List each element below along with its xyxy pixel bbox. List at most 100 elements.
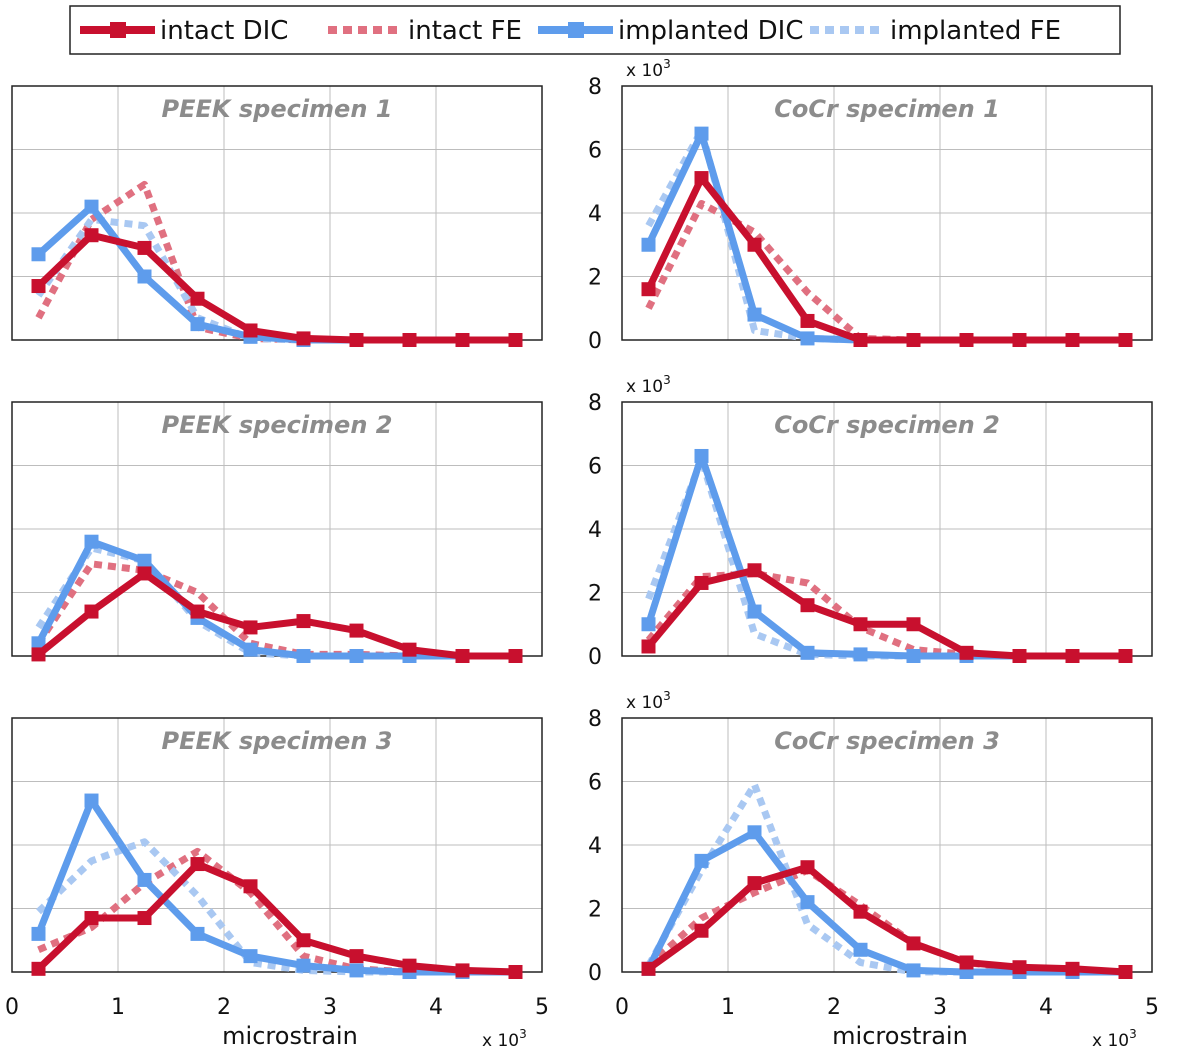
point-intact-dic (296, 614, 311, 629)
x-tick-label: 5 (1145, 995, 1159, 1020)
series-line-intact-fe (645, 200, 1126, 344)
point-intact-dic (694, 923, 709, 938)
point-implanted-dic (31, 636, 46, 651)
x-tick-label: 1 (111, 995, 125, 1020)
series-line-implanted-dic (36, 203, 516, 344)
point-intact-dic (31, 647, 46, 662)
x-tick-label: 0 (615, 995, 629, 1020)
y-tick-label: 0 (588, 329, 602, 354)
point-intact-dic (800, 860, 815, 875)
point-intact-dic (402, 642, 417, 657)
series-line-implanted-fe (645, 127, 1126, 344)
y-multiplier: x 103 (626, 57, 671, 81)
point-intact-dic (296, 933, 311, 948)
series-line-intact-fe (645, 570, 1126, 660)
panel-peek-specimen-3: PEEK specimen 3 0 1 2 3 4 5 (5, 717, 549, 1020)
point-intact-dic (800, 313, 815, 328)
y-tick-label: 8 (588, 75, 602, 100)
point-intact-dic (641, 639, 656, 654)
point-implanted-dic (694, 853, 709, 868)
series-line-implanted-dic (645, 130, 1126, 344)
y-multiplier: x 103 (626, 373, 671, 397)
x-multiplier-left: x 103 (482, 1027, 527, 1051)
point-intact-dic (190, 291, 205, 306)
point-intact-dic (1012, 960, 1027, 975)
legend-entry-intact-fe: intact FE (328, 16, 522, 46)
series-line-implanted-dic (645, 828, 1126, 976)
point-implanted-dic (190, 317, 205, 332)
y-tick-label: 8 (588, 391, 602, 416)
point-implanted-dic (906, 963, 921, 978)
point-intact-dic (906, 333, 921, 347)
point-intact-dic (402, 333, 417, 347)
point-intact-dic (694, 575, 709, 590)
point-intact-dic (455, 963, 470, 978)
y-tick-label: 0 (588, 961, 602, 986)
y-tick-label: 2 (588, 898, 602, 923)
point-intact-dic (906, 936, 921, 951)
panel-title: CoCr specimen 1 (774, 95, 1000, 123)
series-line-intact-dic (645, 174, 1126, 344)
point-intact-dic (31, 961, 46, 976)
legend: intact DIC intact FE implanted DIC implante… (69, 5, 1121, 55)
x-tick-label: 4 (429, 995, 443, 1020)
legend-marker-implanted-dic (568, 22, 584, 38)
y-tick-label: 8 (588, 707, 602, 732)
point-implanted-dic (137, 269, 152, 284)
x-tick-label: 0 (5, 995, 19, 1020)
point-intact-dic (349, 623, 364, 638)
point-implanted-dic (694, 126, 709, 141)
y-tick-label: 6 (588, 139, 602, 164)
point-intact-dic (349, 949, 364, 964)
legend-label-implanted-fe: implanted FE (890, 16, 1061, 46)
point-intact-dic (747, 876, 762, 891)
x-axis-label-left: microstrain (222, 1022, 358, 1050)
panel-cocr-specimen-2: CoCr specimen 2 0 2 4 6 8 x 103 (588, 373, 1153, 670)
point-intact-dic (694, 171, 709, 186)
legend-entry-intact-dic: intact DIC (80, 16, 288, 46)
point-implanted-dic (84, 534, 99, 549)
y-tick-label: 4 (588, 202, 602, 227)
point-implanted-dic (747, 825, 762, 840)
point-implanted-dic (31, 926, 46, 941)
legend-label-intact-fe: intact FE (408, 16, 522, 46)
point-implanted-dic (747, 307, 762, 322)
series-line-intact-fe (35, 180, 516, 344)
point-intact-dic (1065, 961, 1080, 976)
point-intact-dic (508, 965, 523, 979)
series-line-intact-dic (646, 863, 1126, 976)
point-implanted-dic (243, 949, 258, 964)
point-intact-dic (853, 333, 868, 347)
point-implanted-dic (906, 649, 921, 663)
x-tick-label: 2 (827, 995, 841, 1020)
point-implanted-dic (84, 199, 99, 214)
x-tick-label: 4 (1039, 995, 1053, 1020)
legend-marker-intact-dic (110, 22, 126, 38)
point-intact-dic (31, 279, 46, 294)
point-implanted-dic (137, 872, 152, 887)
point-implanted-dic (296, 958, 311, 973)
series-line-intact-fe (37, 847, 516, 976)
point-intact-dic (190, 857, 205, 872)
point-intact-dic (190, 604, 205, 619)
series-line-intact-dic (645, 566, 1126, 660)
x-multiplier-right: x 103 (1092, 1027, 1137, 1051)
point-intact-dic (641, 282, 656, 297)
point-intact-dic (747, 563, 762, 578)
point-implanted-dic (800, 895, 815, 910)
point-intact-dic (1012, 333, 1027, 347)
series-line-intact-dic (36, 231, 516, 344)
point-intact-dic (959, 955, 974, 970)
legend-label-implanted-dic: implanted DIC (618, 16, 804, 46)
point-intact-dic (641, 961, 656, 976)
point-intact-dic (1118, 333, 1133, 347)
point-intact-dic (137, 240, 152, 255)
point-implanted-dic (694, 448, 709, 463)
y-tick-label: 2 (588, 266, 602, 291)
point-intact-dic (243, 879, 258, 894)
x-tick-label: 1 (721, 995, 735, 1020)
panel-title: CoCr specimen 3 (774, 727, 1000, 755)
point-intact-dic (243, 323, 258, 338)
series-line-intact-dic (36, 570, 516, 660)
